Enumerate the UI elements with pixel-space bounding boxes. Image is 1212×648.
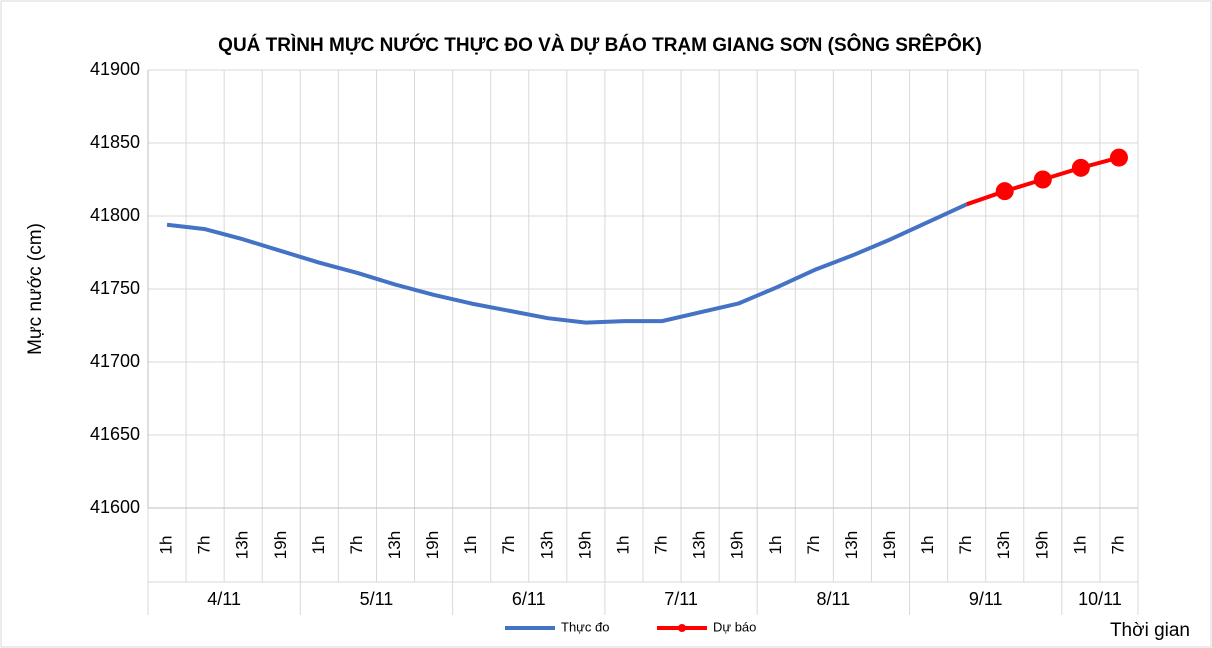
y-tick-label: 41800 [90, 205, 140, 225]
x-tick-label: 19h [575, 531, 594, 559]
x-tick-label: 1h [309, 536, 328, 555]
series-marker [1071, 158, 1090, 177]
y-tick-label: 41750 [90, 278, 140, 298]
group-label: 7/11 [664, 589, 698, 609]
x-tick-label: 13h [537, 531, 556, 559]
x-tick-label: 1h [1070, 536, 1089, 555]
legend-marker [678, 624, 686, 632]
group-label: 9/11 [969, 589, 1003, 609]
x-tick-label: 19h [423, 531, 442, 559]
x-tick-label: 7h [195, 536, 214, 555]
x-tick-label: 1h [461, 536, 480, 555]
chart-title: QUÁ TRÌNH MỰC NƯỚC THỰC ĐO VÀ DỰ BÁO TRẠ… [218, 34, 982, 56]
x-tick-label: 7h [652, 536, 671, 555]
y-tick-label: 41900 [90, 59, 140, 79]
series-marker [1033, 170, 1052, 189]
x-tick-label: 13h [842, 531, 861, 559]
x-tick-label: 7h [1108, 536, 1127, 555]
x-tick-label: 1h [918, 536, 937, 555]
x-tick-label: 19h [880, 531, 899, 559]
series-marker [995, 182, 1014, 201]
x-tick-label: 13h [385, 531, 404, 559]
x-tick-label: 7h [804, 536, 823, 555]
y-tick-label: 41850 [90, 132, 140, 152]
group-label: 4/11 [207, 589, 241, 609]
x-tick-label: 19h [271, 531, 290, 559]
x-tick-label: 13h [994, 531, 1013, 559]
x-tick-label: 19h [1032, 531, 1051, 559]
group-label: 6/11 [512, 589, 546, 609]
y-axis-label: Mực nước (cm) [25, 223, 46, 355]
x-tick-label: 13h [233, 531, 252, 559]
x-tick-label: 1h [613, 536, 632, 555]
legend-label: Dự báo [713, 619, 756, 634]
x-tick-label: 13h [690, 531, 709, 559]
series-line [166, 202, 968, 325]
group-label: 8/11 [817, 589, 851, 609]
x-tick-label: 19h [728, 531, 747, 559]
series-marker [1109, 148, 1128, 167]
y-tick-label: 41650 [90, 424, 140, 444]
x-axis-label: Thời gian [1110, 620, 1190, 641]
group-label: 10/11 [1078, 589, 1122, 609]
x-tick-label: 7h [499, 536, 518, 555]
group-label: 5/11 [360, 589, 394, 609]
x-tick-label: 7h [956, 536, 975, 555]
y-tick-label: 41600 [90, 497, 140, 517]
x-tick-label: 7h [347, 536, 366, 555]
x-tick-label: 1h [766, 536, 785, 555]
legend-label: Thực đo [561, 619, 609, 634]
x-tick-label: 1h [157, 536, 176, 555]
y-tick-label: 41700 [90, 351, 140, 371]
